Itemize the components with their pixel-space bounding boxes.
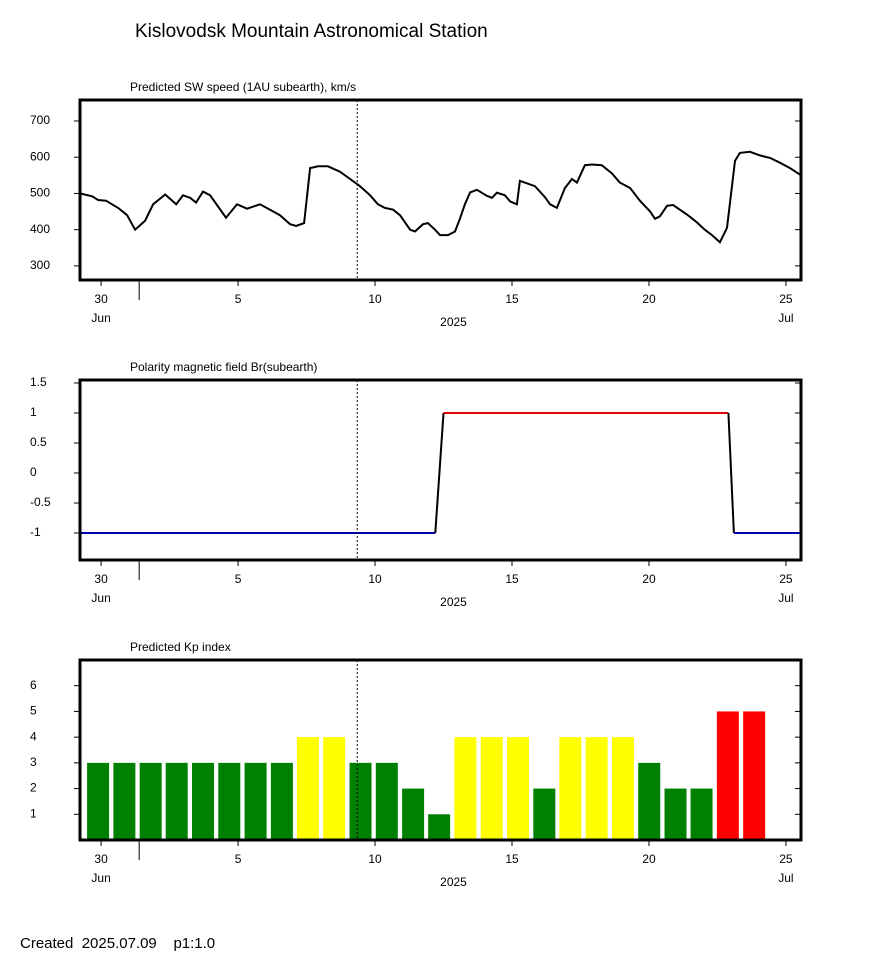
x-tick-label: 10 [368,572,382,586]
x-axis-label: 2025 [440,875,467,889]
y-tick-label: 4 [30,729,37,743]
plot-frame [78,378,803,562]
y-tick-label: 300 [30,258,50,272]
y-tick-label: 400 [30,222,50,236]
y-tick-label: 2 [30,781,37,795]
bar [375,762,398,840]
month-label: Jun [91,871,110,885]
panel-title: Polarity magnetic field Br(subearth) [130,360,317,374]
x-tick-label: 15 [505,852,519,866]
bar [716,711,739,840]
bar [533,788,556,840]
x-tick-label: 25 [779,852,793,866]
y-tick-label: 1.5 [30,375,47,389]
bar [349,762,372,840]
bar [323,737,346,840]
bar [454,737,477,840]
month-label: Jul [778,311,793,325]
bar [638,762,661,840]
y-tick-label: 500 [30,186,50,200]
bar [428,814,451,840]
bar [611,737,634,840]
bar [296,737,319,840]
month-label: Jul [778,591,793,605]
plot-frame [78,658,803,842]
x-tick-label: 5 [235,572,242,586]
y-tick-label: -0.5 [30,495,51,509]
x-tick-label: 15 [505,572,519,586]
bar [191,762,214,840]
bar [402,788,425,840]
x-tick-label: 20 [642,852,656,866]
bar [664,788,687,840]
y-tick-label: 1 [30,405,37,419]
x-tick-label: 10 [368,852,382,866]
bar [113,762,136,840]
y-tick-label: -1 [30,525,41,539]
x-tick-label: 30 [94,292,108,306]
plot-frame [78,98,803,282]
footer: Created 2025.07.09 p1:1.0 [20,935,215,952]
bar [87,762,110,840]
bar [690,788,713,840]
page-title: Kislovodsk Mountain Astronomical Station [135,21,488,42]
y-tick-label: 1 [30,806,37,820]
y-tick-label: 0.5 [30,435,47,449]
y-tick-label: 600 [30,149,50,163]
line-segment [727,412,735,534]
y-tick-label: 5 [30,704,37,718]
line-segment [434,412,445,534]
bar [139,762,162,840]
y-tick-label: 6 [30,678,37,692]
bar [270,762,293,840]
bar [585,737,608,840]
month-label: Jun [91,311,110,325]
x-tick-label: 25 [779,292,793,306]
x-axis-label: 2025 [440,315,467,329]
x-tick-label: 30 [94,572,108,586]
x-tick-label: 25 [779,572,793,586]
panel-title: Predicted Kp index [130,640,231,654]
x-tick-label: 20 [642,292,656,306]
x-axis-label: 2025 [440,595,467,609]
bar [507,737,530,840]
x-tick-label: 15 [505,292,519,306]
x-tick-label: 5 [235,852,242,866]
bar [743,711,766,840]
x-tick-label: 10 [368,292,382,306]
bar [244,762,267,840]
line [79,150,802,244]
month-label: Jun [91,591,110,605]
y-tick-label: 0 [30,465,37,479]
panel-title: Predicted SW speed (1AU subearth), km/s [130,80,356,94]
y-tick-label: 3 [30,755,37,769]
x-tick-label: 20 [642,572,656,586]
y-tick-label: 700 [30,113,50,127]
bar [165,762,188,840]
month-label: Jul [778,871,793,885]
x-tick-label: 5 [235,292,242,306]
x-tick-label: 30 [94,852,108,866]
bar [218,762,241,840]
bar [480,737,503,840]
bar [559,737,582,840]
